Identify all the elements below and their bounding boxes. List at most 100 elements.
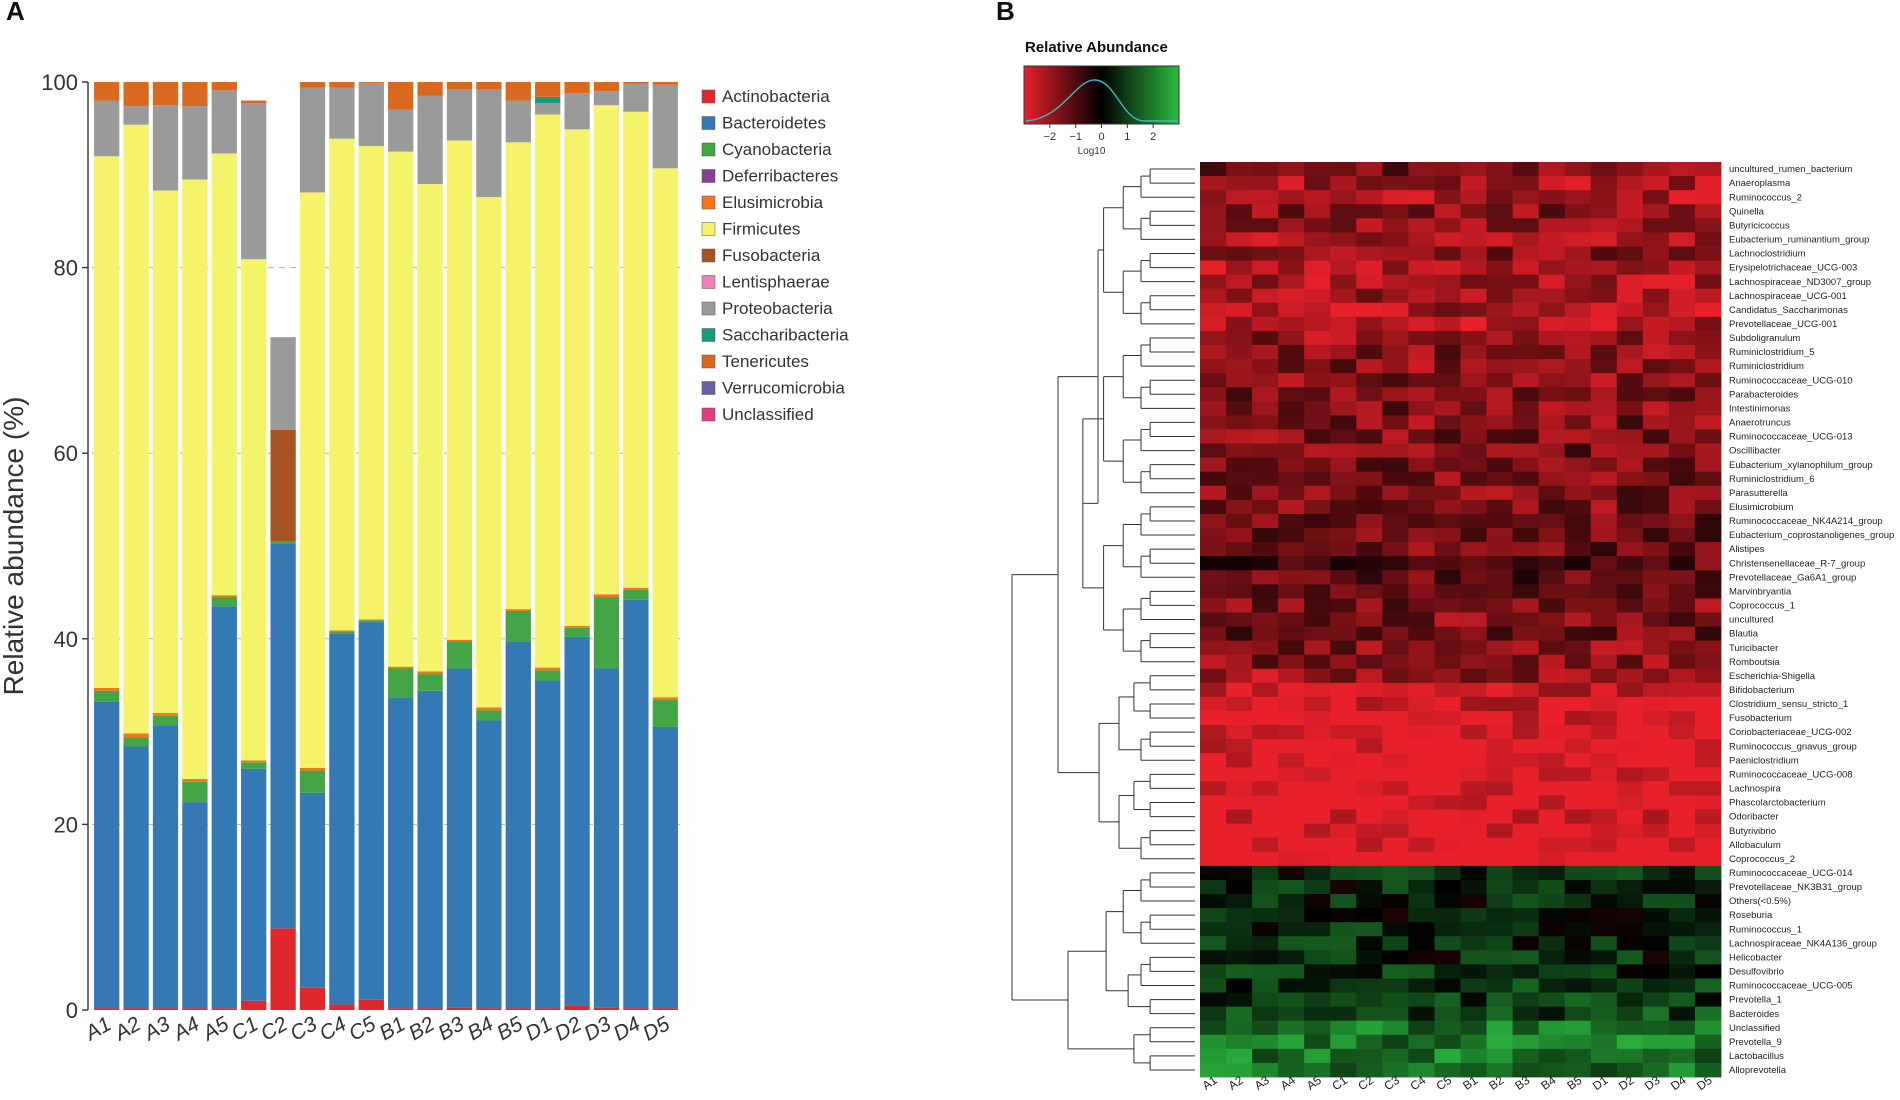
heatmap-cell (1642, 176, 1670, 191)
heatmap-row-label: Others(<0.5%) (1729, 896, 1791, 907)
heatmap-cell (1486, 415, 1513, 430)
heatmap-cell (1694, 682, 1722, 698)
heatmap-cell (1642, 739, 1670, 754)
heatmap-cell (1616, 218, 1644, 233)
heatmap-cell (1694, 626, 1722, 642)
heatmap-cell (1304, 359, 1331, 374)
heatmap-cell (1694, 767, 1722, 782)
heatmap-cell (1590, 922, 1618, 937)
bar-segment-firmicutes-d1 (535, 114, 561, 668)
heatmap-cell (1486, 767, 1513, 782)
heatmap-row-label: Ruminococcaceae_UCG-008 (1729, 769, 1853, 780)
heatmap-cell (1668, 330, 1696, 346)
heatmap-cell (1330, 218, 1357, 233)
heatmap-cell (1382, 598, 1409, 613)
bar-segment-actinobacteria-b5 (505, 1008, 531, 1010)
heatmap-cell (1564, 809, 1592, 825)
heatmap-cell (1330, 654, 1357, 670)
heatmap-cell (1460, 908, 1487, 923)
heatmap-cell (1486, 316, 1513, 332)
heatmap-cell (1200, 1034, 1227, 1050)
bar-segment-bacteroidetes-d5 (652, 726, 678, 1009)
bar-segment-actinobacteria-a3 (152, 1008, 179, 1010)
heatmap-cell (1382, 1062, 1409, 1078)
bar-segment-proteobacteria-d2 (564, 93, 590, 130)
bar-segment-tenericutes-a3 (152, 82, 179, 106)
heatmap-row-label: Lachnospira (1729, 784, 1781, 795)
heatmap-cell (1564, 598, 1592, 613)
heatmap-cell (1434, 584, 1461, 599)
heatmap-cell (1460, 922, 1487, 937)
heatmap-cell (1512, 190, 1540, 205)
heatmap-cell (1278, 457, 1305, 473)
heatmap-cell (1642, 1034, 1670, 1050)
heatmap-cell (1642, 302, 1670, 318)
heatmap-cell (1512, 274, 1540, 290)
bar-segment-firmicutes-c5 (358, 146, 384, 620)
heatmap-cell (1226, 232, 1253, 247)
heatmap-cell (1460, 246, 1487, 261)
heatmap-cell (1616, 978, 1644, 993)
heatmap-cell (1486, 837, 1513, 853)
heatmap-cell (1226, 1062, 1253, 1078)
heatmap-cell (1304, 682, 1331, 698)
heatmap-cell (1538, 190, 1566, 205)
heatmap-cell (1408, 781, 1435, 796)
heatmap-cell (1668, 260, 1696, 276)
heatmap-cell (1512, 950, 1540, 965)
heatmap-cell (1642, 373, 1670, 388)
heatmap-cell (1200, 809, 1227, 825)
heatmap-cell (1512, 851, 1540, 867)
heatmap-cell (1668, 443, 1696, 459)
bar-segment-actinobacteria-c4 (329, 1004, 355, 1010)
heatmap-cell (1668, 499, 1696, 515)
heatmap-cell (1460, 1020, 1487, 1036)
color-key-density-trace (1025, 79, 1177, 122)
heatmap-cell (1408, 668, 1435, 684)
heatmap-cell (1434, 218, 1461, 233)
heatmap-cell (1408, 1048, 1435, 1064)
bar-segment-elusimicrobia-d3 (593, 594, 620, 598)
heatmap-cell (1512, 485, 1540, 501)
heatmap-cell (1512, 359, 1540, 374)
heatmap-cell (1694, 387, 1722, 402)
heatmap-cell (1538, 936, 1566, 951)
heatmap-cell (1564, 499, 1592, 515)
heatmap-cell (1460, 176, 1487, 191)
heatmap-cell (1226, 190, 1253, 205)
heatmap-cell (1252, 781, 1279, 796)
bar-segment-firmicutes-b2 (417, 184, 443, 672)
heatmap-cell (1564, 387, 1592, 402)
heatmap-cell (1278, 415, 1305, 430)
heatmap-cell (1278, 471, 1305, 487)
heatmap-cell (1694, 570, 1722, 585)
heatmap-cell (1304, 162, 1331, 177)
heatmap-cell (1460, 513, 1487, 529)
heatmap-cell (1356, 711, 1383, 726)
heatmap-cell (1538, 894, 1566, 909)
heatmap-cell (1382, 1006, 1409, 1022)
heatmap-cell (1252, 528, 1279, 543)
heatmap-cell (1668, 232, 1696, 247)
heatmap-cell (1226, 218, 1253, 233)
heatmap-cell (1304, 668, 1331, 684)
heatmap-cell (1460, 345, 1487, 360)
heatmap-cell (1590, 162, 1618, 177)
heatmap-cell (1278, 1034, 1305, 1050)
heatmap-row-label: Candidatus_Saccharimonas (1729, 305, 1848, 316)
legend-swatch-saccharibacteria (701, 328, 716, 342)
heatmap-cell (1486, 950, 1513, 965)
heatmap-cell (1226, 528, 1253, 543)
heatmap-cell (1642, 753, 1670, 768)
bar-segment-actinobacteria-c3 (299, 987, 326, 1010)
heatmap-cell (1616, 345, 1644, 360)
heatmap-cell (1278, 908, 1305, 923)
heatmap-cell (1460, 640, 1487, 656)
heatmap-cell (1252, 668, 1279, 684)
heatmap-cell (1330, 978, 1357, 993)
heatmap-cell (1356, 1006, 1383, 1022)
heatmap-cell (1460, 1006, 1487, 1022)
heatmap-cell (1356, 696, 1383, 712)
x-tick-label-c3: C3 (286, 1012, 321, 1046)
